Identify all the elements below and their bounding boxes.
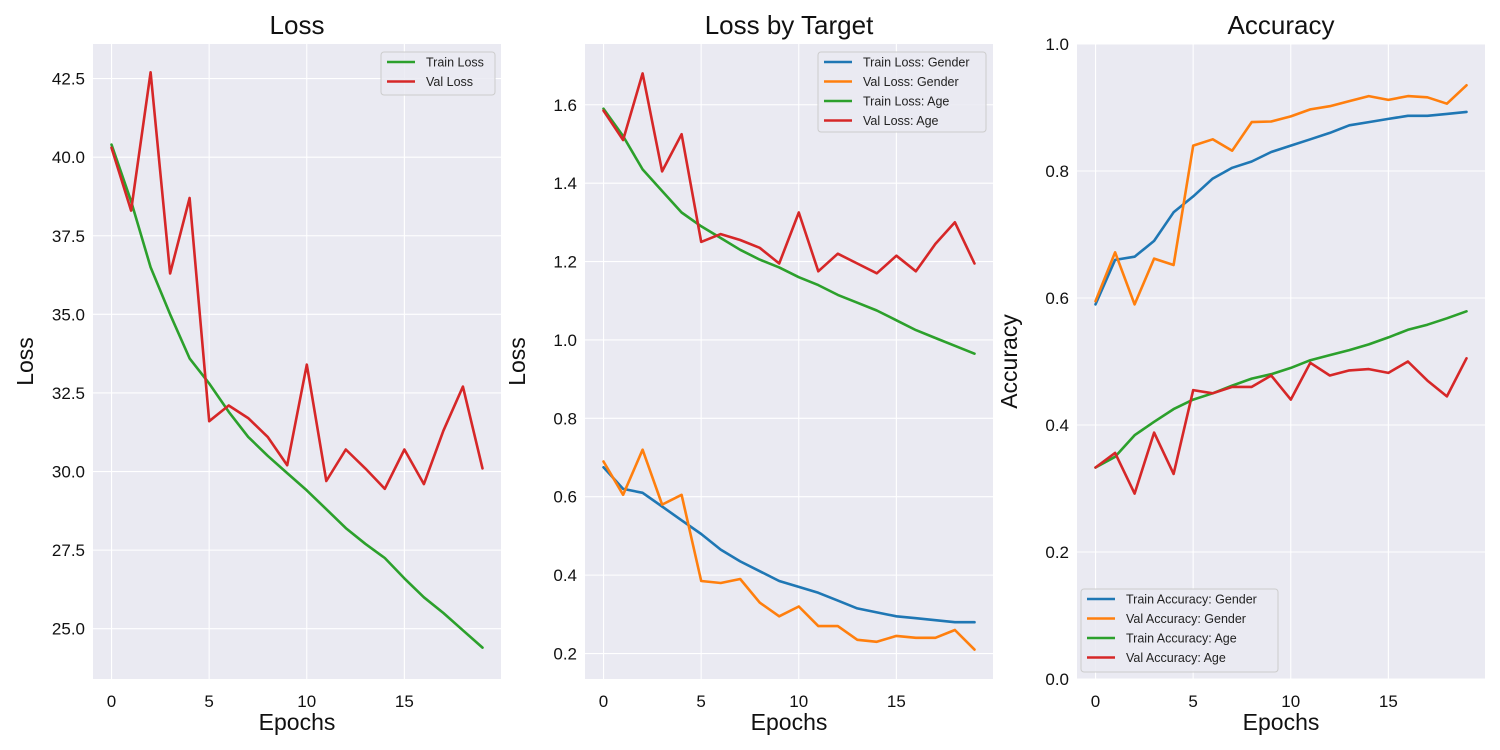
y-tick-label: 0.6 — [1045, 289, 1069, 308]
x-axis-label: Epochs — [1243, 709, 1320, 735]
series-line-1 — [1094, 110, 1468, 306]
y-tick-label: 0.8 — [553, 409, 577, 428]
x-tick-label: 0 — [1091, 692, 1100, 711]
y-tick-label: 0.4 — [553, 566, 577, 585]
legend-entry: Train Loss: Age — [863, 95, 949, 109]
y-tick-label: 35.0 — [52, 305, 85, 324]
x-tick-label: 10 — [1281, 692, 1300, 711]
series-line-1 — [110, 143, 484, 649]
y-tick-label: 0.2 — [1045, 543, 1069, 562]
y-tick-label: 1.6 — [553, 96, 577, 115]
series-line-2 — [1094, 84, 1468, 306]
series-line-2 — [110, 71, 484, 491]
chart-panel-3: 0 5 10 15 0.0 0.2 0.4 0.6 0.8 1.0 Accuracy Epochs Ac… — [996, 10, 1485, 735]
chart-title: Loss by Target — [705, 10, 874, 40]
y-tick-label: 40.0 — [52, 148, 85, 167]
y-tick-label: 37.5 — [52, 227, 85, 246]
legend-entry: Train Loss: Gender — [863, 56, 970, 70]
legend: Train Loss Val Loss — [380, 51, 496, 96]
x-tick-label: 5 — [696, 692, 705, 711]
plot-area — [93, 44, 501, 679]
y-tick-label: 1.4 — [553, 174, 577, 193]
series-line-4 — [1094, 356, 1468, 495]
legend: Train Loss: Gender Val Loss: Gender Train … — [817, 51, 987, 133]
y-tick-label: 1.0 — [553, 331, 577, 350]
x-tick-label: 10 — [789, 692, 808, 711]
y-axis-label: Loss — [504, 337, 530, 386]
legend-entry: Train Loss — [426, 56, 484, 70]
legend-box — [817, 51, 987, 133]
legend-entry: Val Loss: Age — [863, 114, 939, 128]
legend-entry: Val Loss: Gender — [863, 75, 959, 89]
x-tick-label: 15 — [887, 692, 906, 711]
series-line-4 — [602, 72, 976, 275]
series-line-3 — [602, 107, 976, 356]
y-tick-label: 30.0 — [52, 463, 85, 482]
x-tick-label: 10 — [297, 692, 316, 711]
plot-area — [585, 44, 993, 679]
y-tick-label: 32.5 — [52, 384, 85, 403]
x-tick-label: 0 — [107, 692, 116, 711]
chart-title: Accuracy — [1228, 10, 1335, 40]
legend-entry: Train Accuracy: Age — [1126, 632, 1237, 646]
series-line-3 — [1094, 309, 1468, 469]
y-tick-label: 25.0 — [52, 620, 85, 639]
y-tick-label: 1.2 — [553, 253, 577, 272]
legend-box — [1080, 588, 1279, 673]
y-tick-label: 27.5 — [52, 541, 85, 560]
legend-entry: Val Accuracy: Gender — [1126, 612, 1246, 626]
x-axis-label: Epochs — [259, 709, 336, 735]
y-tick-label: 1.0 — [1045, 35, 1069, 54]
y-axis-label: Loss — [12, 337, 38, 386]
series-line-2 — [602, 448, 976, 651]
series-line-1 — [602, 465, 976, 624]
y-axis-label: Accuracy — [996, 314, 1022, 409]
x-tick-label: 0 — [599, 692, 608, 711]
y-tick-label: 0.0 — [1045, 670, 1069, 689]
legend-entry: Val Accuracy: Age — [1126, 651, 1226, 665]
y-tick-label: 0.6 — [553, 488, 577, 507]
x-tick-label: 5 — [1188, 692, 1197, 711]
plot-area — [1077, 44, 1485, 679]
chart-panel-1: 0 5 10 15 25.0 27.5 30.0 32.5 35.0 37.5 40.0 42.5 Lo… — [12, 10, 501, 735]
y-tick-label: 42.5 — [52, 70, 85, 89]
x-tick-label: 15 — [1379, 692, 1398, 711]
legend: Train Accuracy: Gender Val Accuracy: Gend… — [1080, 588, 1279, 673]
chart-panel-2: 0 5 10 15 0.2 0.4 0.6 0.8 1.0 1.2 1.4 1.6 Loss by Ta… — [504, 10, 993, 735]
y-tick-label: 0.4 — [1045, 416, 1069, 435]
legend-entry: Train Accuracy: Gender — [1126, 593, 1257, 607]
x-tick-label: 5 — [204, 692, 213, 711]
y-tick-label: 0.2 — [553, 645, 577, 664]
legend-entry: Val Loss — [426, 75, 473, 89]
x-axis-label: Epochs — [751, 709, 828, 735]
chart-title: Loss — [270, 10, 325, 40]
y-tick-label: 0.8 — [1045, 162, 1069, 181]
x-tick-label: 15 — [395, 692, 414, 711]
